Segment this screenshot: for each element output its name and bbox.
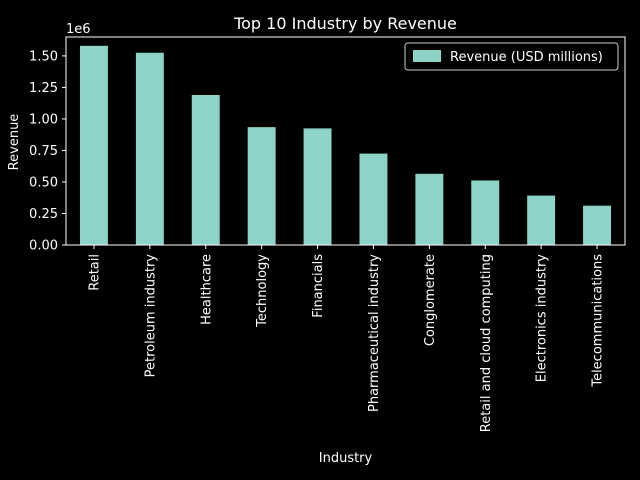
x-tick-label: Retail and cloud computing (479, 254, 494, 432)
x-tick-label: Telecommunications (591, 254, 606, 388)
y-tick-label: 0.25 (29, 207, 58, 222)
bars-layer (79, 45, 612, 246)
bar (471, 180, 500, 245)
legend-label: Revenue (USD millions) (450, 50, 603, 65)
bar (79, 45, 108, 245)
x-tick-label: Pharmaceutical industry (367, 254, 382, 412)
x-axis-label: Industry (319, 451, 373, 466)
y-tick-label: 1.00 (29, 112, 58, 127)
bar (191, 94, 220, 245)
plot-frame (65, 36, 626, 246)
bar (247, 127, 276, 245)
x-tick-label: Healthcare (199, 254, 214, 325)
y-tick-label: 0.75 (29, 144, 58, 159)
bar (303, 128, 332, 245)
y-ticks-layer: 0.00 0.25 0.50 0.75 1.00 1.25 1.50 (29, 49, 66, 254)
y-tick-label: 0.50 (29, 175, 58, 190)
bar (583, 205, 612, 245)
x-ticks-layer: Retail Petroleum industry Healthcare Techno… (87, 245, 606, 432)
y-axis-label: Revenue (7, 114, 22, 171)
legend-box (404, 42, 619, 71)
bar (135, 52, 164, 246)
x-tick-label: Retail (87, 254, 102, 291)
x-tick-label: Conglomerate (423, 254, 438, 346)
x-tick-label: Petroleum industry (143, 254, 158, 378)
bar (415, 173, 444, 245)
y-tick-label: 1.50 (29, 49, 58, 64)
y-tick-label: 0.00 (29, 239, 58, 254)
x-tick-label: Electronics industry (535, 254, 550, 383)
y-tick-label: 1.25 (29, 81, 58, 96)
x-tick-label: Technology (255, 254, 270, 328)
y-axis-multiplier: 1e6 (66, 22, 91, 37)
chart-title: Top 10 Industry by Revenue (233, 14, 457, 33)
bar (359, 153, 388, 245)
legend-swatch (413, 50, 441, 62)
legend: Revenue (USD millions) (404, 42, 619, 71)
x-tick-label: Financials (311, 254, 326, 318)
bar (527, 195, 556, 245)
